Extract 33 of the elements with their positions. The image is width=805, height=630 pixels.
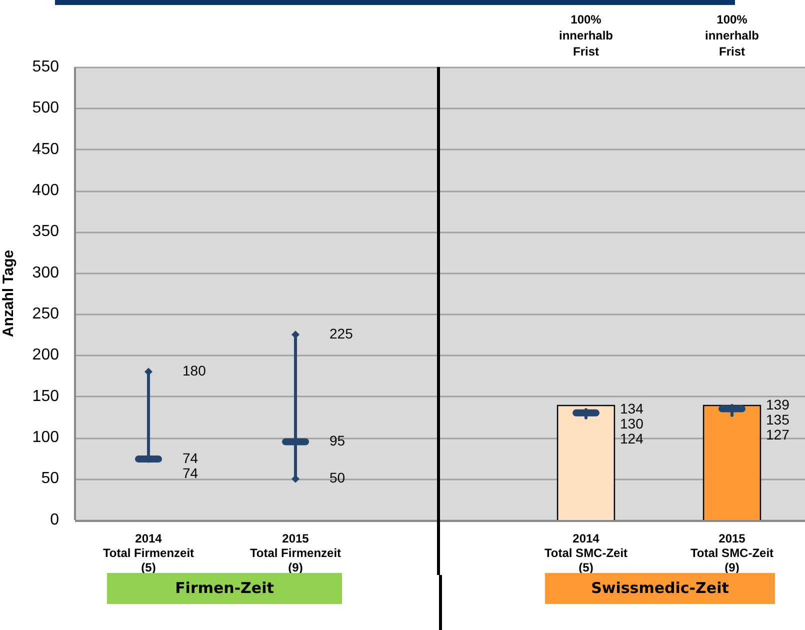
x-tick-label: 2014 Total SMC-Zeit (5) [544, 532, 628, 574]
y-tick-label: 200 [32, 346, 60, 364]
text: Swissmedic-Zeit [545, 573, 775, 604]
annotation: 74 [182, 450, 198, 466]
x-tick-label: 2015 Total SMC-Zeit (9) [690, 532, 774, 574]
annotation: 225 [330, 326, 354, 342]
y-tick-label: 0 [50, 511, 60, 528]
annotation: 124 [620, 430, 644, 446]
x-tick-label: 2015 Total Firmenzeit (9) [250, 532, 342, 574]
annotation: 139 [766, 396, 790, 412]
y-tick-label: 400 [32, 182, 60, 199]
text: Firmen-Zeit [107, 573, 342, 604]
y-tick-label: 350 [32, 223, 60, 240]
y-tick-label: 500 [32, 100, 60, 117]
annotation: 134 [620, 400, 644, 416]
annotation: 74 [182, 464, 198, 481]
y-tick-label: 250 [32, 305, 60, 322]
y-tick-label: 550 [32, 58, 60, 76]
y-tick-label: 450 [32, 140, 60, 158]
text: 100% innerhalb Frist [704, 12, 760, 58]
y-axis-title: Anzahl Tage [0, 250, 18, 338]
y-tick-label: 150 [32, 388, 60, 405]
annotation: 130 [620, 415, 644, 432]
annotation: 135 [766, 411, 790, 428]
y-tick-label: 50 [41, 470, 60, 488]
annotation: 180 [182, 362, 206, 379]
text: 100% innerhalb Frist [558, 12, 614, 58]
annotation: 127 [766, 426, 790, 442]
y-tick-label: 100 [32, 429, 60, 446]
x-tick-label: 2014 Total Firmenzeit (5) [102, 532, 194, 574]
annotation: 95 [330, 432, 346, 449]
y-tick-label: 300 [32, 264, 60, 282]
annotation: 50 [330, 470, 346, 486]
